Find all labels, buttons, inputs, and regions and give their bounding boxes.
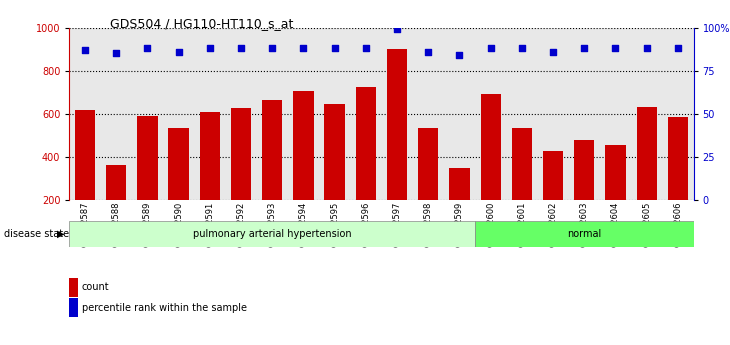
Point <box>453 52 465 58</box>
Bar <box>356 87 376 243</box>
Point <box>173 49 185 55</box>
Text: ▶: ▶ <box>57 229 64 239</box>
Bar <box>480 95 501 243</box>
Point <box>110 51 122 56</box>
Point <box>578 46 590 51</box>
Point <box>298 46 310 51</box>
Text: normal: normal <box>567 229 602 239</box>
Bar <box>418 128 439 243</box>
Point <box>360 46 372 51</box>
FancyBboxPatch shape <box>69 221 475 247</box>
Text: percentile rank within the sample: percentile rank within the sample <box>82 303 247 313</box>
Bar <box>169 128 189 243</box>
Bar <box>387 49 407 243</box>
Text: pulmonary arterial hypertension: pulmonary arterial hypertension <box>193 229 352 239</box>
Bar <box>605 145 626 243</box>
Bar <box>199 112 220 243</box>
Bar <box>512 128 532 243</box>
Text: count: count <box>82 283 110 292</box>
Bar <box>137 116 158 243</box>
Point <box>266 46 278 51</box>
Point <box>548 49 559 55</box>
Point <box>641 46 653 51</box>
Bar <box>106 165 126 243</box>
Text: GDS504 / HG110-HT110_s_at: GDS504 / HG110-HT110_s_at <box>110 17 293 30</box>
Bar <box>543 150 564 243</box>
Bar <box>668 117 688 243</box>
Point <box>328 46 340 51</box>
Bar <box>574 140 594 243</box>
Bar <box>74 110 95 243</box>
Point <box>423 49 434 55</box>
FancyBboxPatch shape <box>475 221 694 247</box>
Point <box>485 46 496 51</box>
Point <box>204 46 215 51</box>
Bar <box>324 104 345 243</box>
Point <box>391 27 403 32</box>
Point <box>610 46 621 51</box>
Bar <box>231 108 251 243</box>
Point <box>235 46 247 51</box>
Bar <box>293 91 314 243</box>
Bar <box>637 107 657 243</box>
Point <box>142 46 153 51</box>
Bar <box>449 168 469 243</box>
Point <box>516 46 528 51</box>
Point <box>79 47 91 53</box>
Bar <box>262 100 283 243</box>
Point <box>672 46 684 51</box>
Text: disease state: disease state <box>4 229 69 239</box>
